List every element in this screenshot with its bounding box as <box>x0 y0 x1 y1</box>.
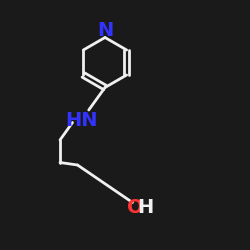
Text: H: H <box>137 198 153 217</box>
Text: N: N <box>97 20 113 40</box>
Text: HN: HN <box>65 110 98 130</box>
Text: O: O <box>127 198 143 217</box>
